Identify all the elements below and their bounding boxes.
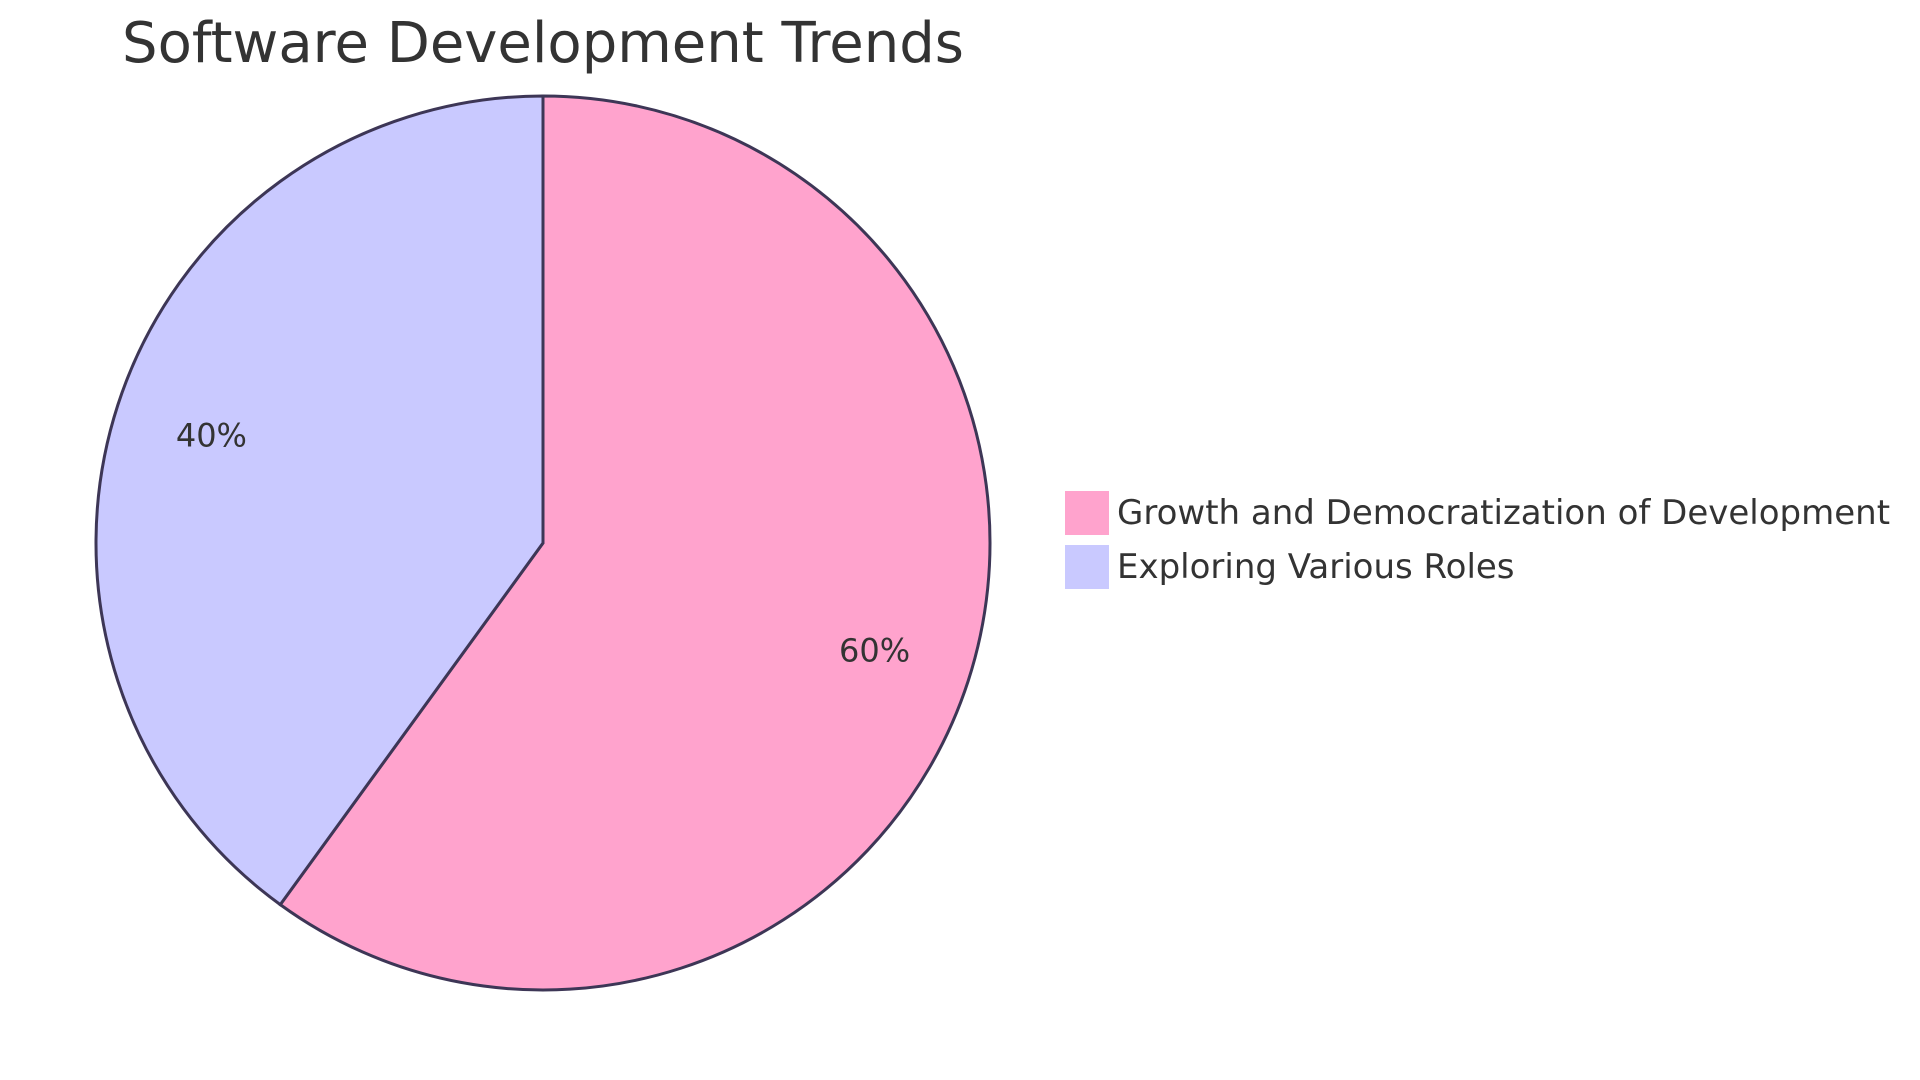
pie-slice-growth-and-democratization-of-development — [278, 94, 992, 992]
pie-slice-labels: 60% 40% — [176, 416, 910, 669]
legend-swatch-exploring-various-roles — [1065, 545, 1109, 589]
legend: Growth and Democratization of Developmen… — [1065, 491, 1890, 589]
legend-swatch-growth-and-democratization-of-development — [1065, 491, 1109, 535]
pie-slice-exploring-various-roles — [94, 94, 545, 907]
pie-slice-label-growth-and-democratization-of-development: 60% — [839, 632, 910, 670]
chart-title: Software Development Trends — [122, 11, 964, 76]
legend-label-growth-and-democratization-of-development: Growth and Democratization of Developmen… — [1117, 493, 1890, 533]
pie-slice-label-exploring-various-roles: 40% — [176, 416, 247, 454]
legend-label-exploring-various-roles: Exploring Various Roles — [1117, 547, 1515, 587]
pie-slices — [94, 94, 992, 992]
